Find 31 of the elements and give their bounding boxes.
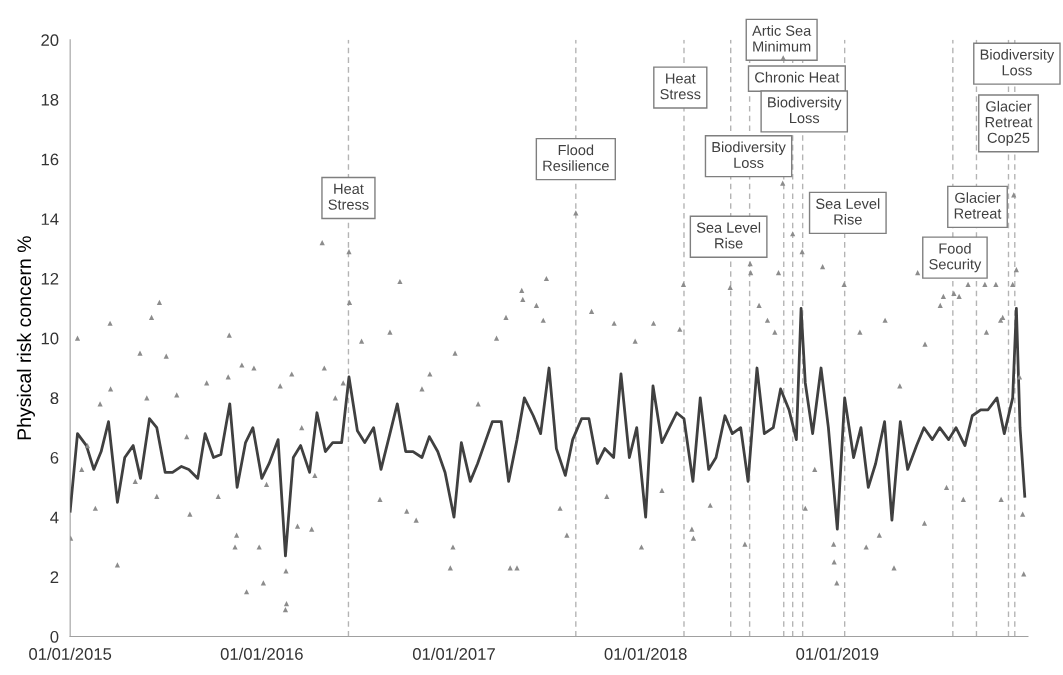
y-tick-label: 4: [50, 511, 59, 524]
y-tick-label: 6: [50, 451, 59, 464]
y-tick-label: 12: [41, 272, 59, 285]
y-tick-label: 8: [50, 392, 59, 405]
y-tick-label: 0: [50, 630, 59, 643]
annotation: Biodiversity Loss: [980, 49, 1055, 76]
annotation: Biodiversity Loss: [768, 96, 842, 124]
y-tick-label: 16: [41, 153, 59, 166]
x-tick-label: 01/01/2016: [220, 647, 303, 660]
x-tick-label: 01/01/2017: [412, 647, 495, 660]
annotation: Sea Level Rise: [816, 198, 880, 225]
annotation: Glacier Retreat Cop25: [985, 100, 1033, 146]
annotation: Heat Stress: [660, 73, 701, 100]
x-tick-label: 01/01/2018: [604, 647, 687, 660]
annotation: Chronic Heat: [755, 71, 840, 83]
x-tick-label: 01/01/2019: [796, 647, 879, 660]
line-series: [70, 306, 1027, 558]
y-tick-label: 18: [41, 93, 59, 106]
y-axis-title: Physical risk concern %: [16, 236, 35, 440]
x-tick-label: 01/01/2015: [29, 647, 112, 660]
annotation: Biodiversity Loss: [712, 141, 786, 168]
annotation: Heat Stress: [328, 183, 369, 210]
annotation: Flood Resilience: [543, 144, 609, 171]
annotation: Food Security: [929, 242, 982, 273]
annotation: Sea Level Rise: [696, 222, 761, 249]
y-tick-label: 14: [41, 213, 59, 225]
y-tick-label: 20: [41, 34, 59, 47]
y-tick-label: 2: [50, 571, 59, 583]
y-tick-label: 10: [41, 332, 59, 345]
annotation: Glacier Retreat: [954, 192, 1002, 219]
annotation: Artic Sea Minimum: [752, 25, 812, 52]
